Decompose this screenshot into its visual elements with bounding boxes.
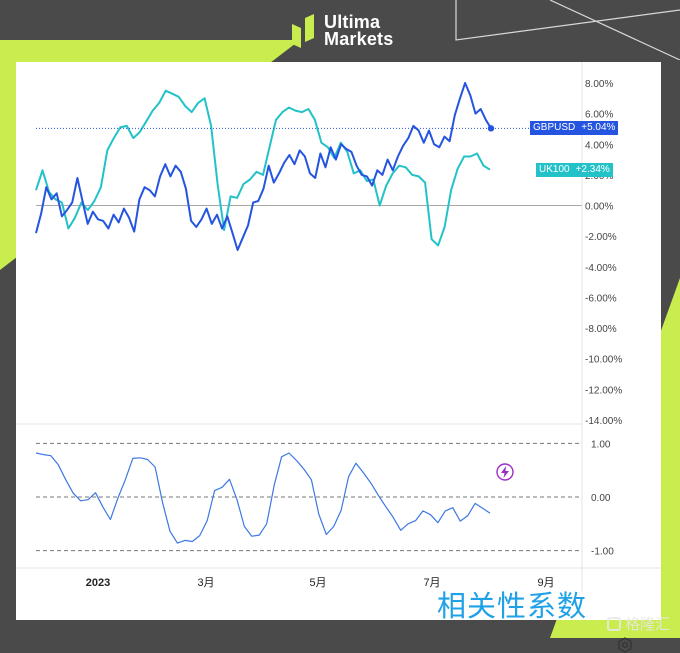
correlation-line — [35, 452, 491, 544]
correlation-title: 相关性系数 — [437, 589, 588, 623]
series-line-gbpusd — [35, 82, 492, 251]
main-series-group — [35, 82, 582, 251]
brand-logo: Ultima Markets — [292, 12, 394, 49]
corner-decoration — [455, 0, 680, 60]
chart-panel: 8.00%6.00%4.00%2.00%0.00%-2.00%-4.00%-6.… — [16, 62, 661, 653]
main-y-tick-label: -2.00% — [585, 232, 617, 243]
main-y-tick-label: 6.00% — [585, 110, 613, 121]
gbpusd-badge-value: +5.04% — [578, 121, 619, 136]
brand-name: Ultima Markets — [324, 12, 394, 49]
main-y-tick-label: 4.00% — [585, 140, 613, 151]
correlation-y-axis: 1.00 0.00 -1.00 — [591, 439, 614, 557]
uk100-badge-value: +2.34% — [572, 162, 613, 177]
logo-icon — [292, 14, 314, 48]
watermark: 格隆汇 — [606, 613, 670, 634]
main-y-tick-label: -6.00% — [585, 293, 617, 304]
main-y-tick-label: -10.00% — [585, 355, 622, 366]
x-tick-label: 9月 — [537, 577, 554, 589]
main-y-tick-label: -4.00% — [585, 263, 617, 274]
flash-icon[interactable] — [496, 463, 514, 481]
brand-name-line2: Markets — [324, 29, 394, 49]
watermark-icon — [606, 616, 621, 631]
gbpusd-badge-name: GBPUSD — [530, 121, 579, 136]
main-y-tick-label: 0.00% — [585, 202, 613, 213]
brand-name-line1: Ultima — [324, 12, 381, 32]
correlation-series-group — [35, 452, 491, 544]
chart-canvas: 8.00%6.00%4.00%2.00%0.00%-2.00%-4.00%-6.… — [16, 62, 661, 592]
uk100-badge-name: UK100 — [536, 162, 573, 177]
correlation-reference-lines — [36, 442, 582, 552]
main-y-tick-label: -14.00% — [585, 416, 622, 427]
watermark-text: 格隆汇 — [624, 615, 670, 633]
x-tick-label: 3月 — [197, 577, 214, 589]
x-axis: 2023 3月 5月 7月 9月 — [86, 577, 555, 589]
uk100-badge: UK100 +2.34% — [536, 162, 613, 177]
gbpusd-badge: GBPUSD +5.04% — [530, 121, 619, 136]
x-tick-label: 5月 — [309, 577, 326, 589]
gbpusd-last-point — [487, 125, 495, 132]
x-tick-label: 7月 — [423, 577, 440, 589]
correlation-y-tick-label: 1.00 — [591, 439, 611, 450]
correlation-y-tick-label: 0.00 — [591, 493, 611, 504]
main-y-tick-label: -12.00% — [585, 385, 622, 396]
main-y-tick-label: 8.00% — [585, 79, 613, 90]
main-y-tick-label: -8.00% — [585, 324, 617, 335]
correlation-y-tick-label: -1.00 — [591, 547, 614, 558]
series-line-uk100 — [35, 89, 491, 247]
gear-icon[interactable] — [617, 637, 633, 653]
x-tick-label: 2023 — [86, 577, 110, 589]
